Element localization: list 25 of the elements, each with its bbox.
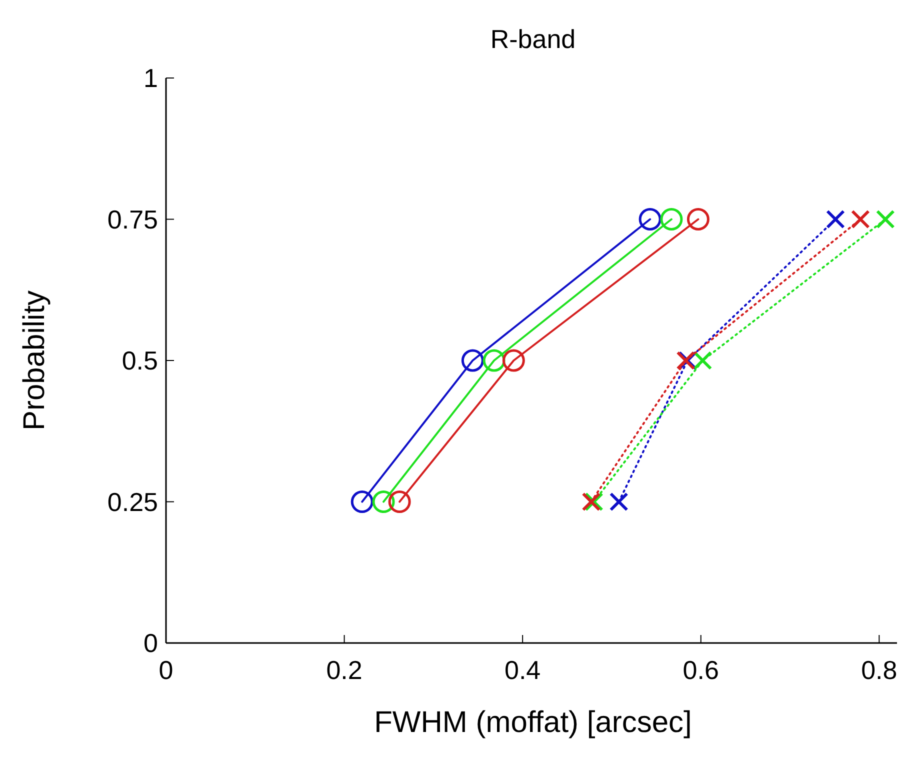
x-tick-label: 0.6 <box>682 655 719 685</box>
point <box>372 490 395 513</box>
point <box>388 490 411 513</box>
chart-title: R-band <box>490 24 576 54</box>
point <box>876 210 895 229</box>
x-tick-label: 0.8 <box>861 655 898 685</box>
point <box>638 208 662 230</box>
point <box>686 208 710 230</box>
point <box>850 210 870 229</box>
x-axis-title: FWHM (moffat) [arcsec] <box>374 706 692 739</box>
point <box>350 490 374 513</box>
y-tick-label: 0.5 <box>122 346 158 376</box>
x-tick-label: 0.4 <box>504 655 541 685</box>
point <box>502 349 525 372</box>
x-tick-label: 0.2 <box>326 655 362 685</box>
y-axis-title: Probability <box>18 290 51 431</box>
point <box>461 349 484 372</box>
point <box>826 210 845 229</box>
y-tick-label: 1 <box>144 63 158 94</box>
point <box>609 492 628 512</box>
y-tick-label: 0 <box>144 628 158 658</box>
point <box>693 351 712 370</box>
y-tick-label: 0.75 <box>107 204 158 234</box>
y-tick-label: 0.25 <box>107 486 158 517</box>
point <box>660 208 683 230</box>
